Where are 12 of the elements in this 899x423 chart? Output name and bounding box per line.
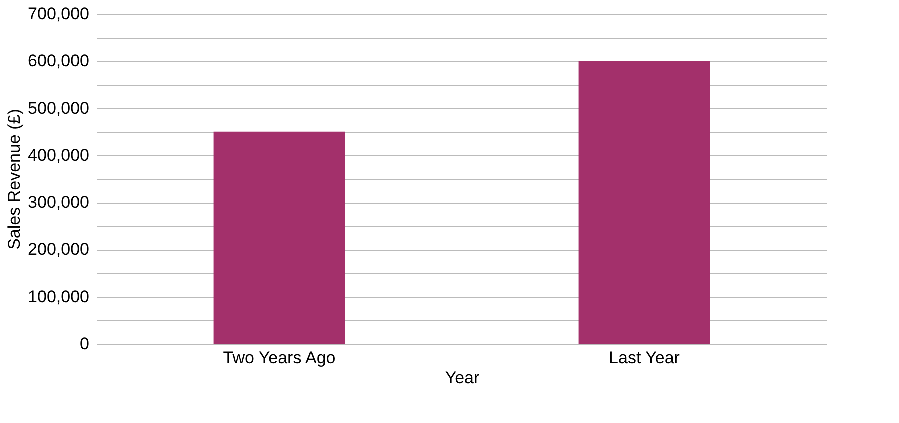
y-tick-label: 300,000 (28, 193, 90, 212)
x-axis-title: Year (445, 368, 480, 388)
x-tick-label: Two Years Ago (223, 348, 336, 368)
y-tick-label: 200,000 (28, 240, 90, 260)
y-tick-label: 600,000 (28, 52, 90, 71)
y-tick-label: 400,000 (28, 146, 90, 165)
y-tick-label: 700,000 (28, 4, 90, 24)
y-tick-label: 100,000 (28, 287, 90, 306)
y-axis-title: Sales Revenue (£) (5, 109, 24, 250)
y-tick-label: 500,000 (28, 98, 90, 118)
y-tick-label: 0 (80, 334, 90, 354)
x-tick-label: Last Year (609, 348, 680, 368)
